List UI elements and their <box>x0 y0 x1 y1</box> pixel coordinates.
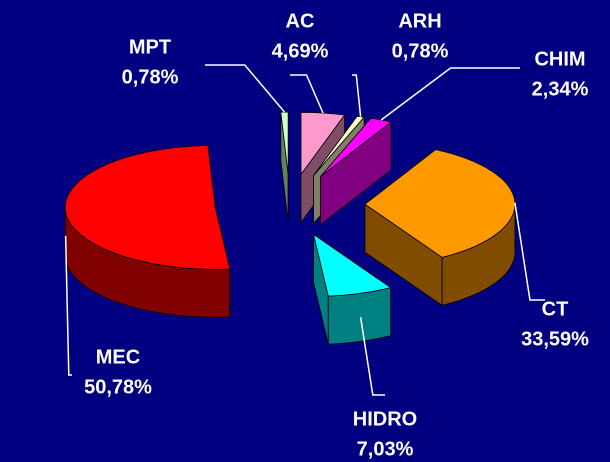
slice-label: ARH <box>398 10 441 32</box>
slice-wall <box>327 287 392 345</box>
slice <box>64 144 231 270</box>
value-label: 2,34% <box>532 78 589 100</box>
leader-line <box>380 67 520 121</box>
value-label: 0,78% <box>122 66 179 88</box>
slice-label: AC <box>286 10 315 32</box>
value-label: 33,59% <box>521 328 589 350</box>
slice-label: MPT <box>129 36 171 58</box>
leader-line <box>359 317 385 396</box>
slice <box>364 149 516 258</box>
slice-label: MEC <box>96 346 140 368</box>
slice-label: HIDRO <box>353 408 417 430</box>
leader-line <box>514 202 545 301</box>
value-label: 4,69% <box>272 40 329 62</box>
slice-label: CT <box>542 298 569 320</box>
slice <box>312 233 392 297</box>
leader-line <box>205 64 286 113</box>
value-label: 7,03% <box>357 438 414 460</box>
slice <box>300 111 346 176</box>
slice <box>313 115 365 176</box>
leader-line <box>64 235 72 376</box>
leader-line <box>290 74 324 114</box>
slice-label: CHIM <box>534 48 585 70</box>
leader-line <box>352 74 362 117</box>
value-label: 50,78% <box>84 376 152 398</box>
value-label: 0,78% <box>392 40 449 62</box>
